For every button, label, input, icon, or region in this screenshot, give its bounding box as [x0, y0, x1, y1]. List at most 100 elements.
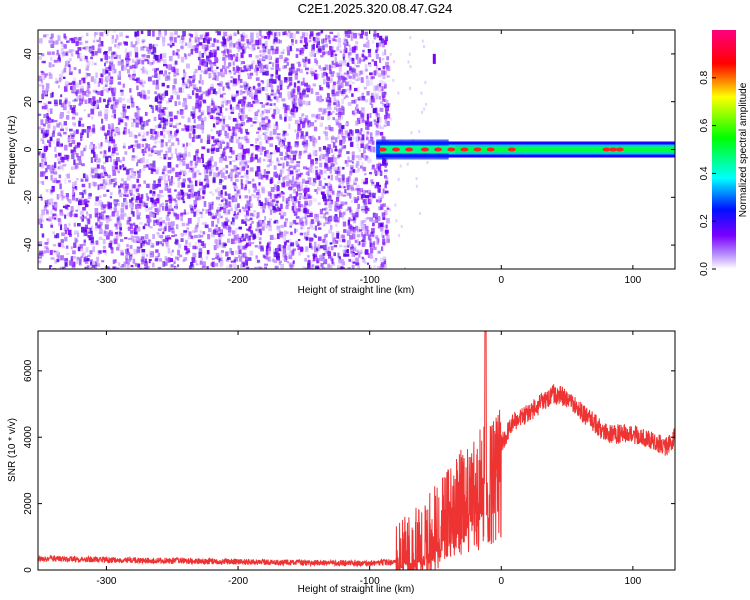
- noise-cell: [146, 254, 149, 257]
- noise-cell: [144, 202, 148, 207]
- noise-cell: [66, 59, 69, 64]
- noise-cell: [219, 169, 223, 173]
- noise-cell: [385, 238, 388, 243]
- noise-cell: [232, 182, 236, 186]
- noise-cell: [50, 198, 54, 203]
- snr-frame: [37, 330, 676, 571]
- noise-cell: [186, 223, 190, 226]
- noise-cell: [341, 105, 344, 111]
- noise-cell: [360, 251, 363, 254]
- noise-cell: [300, 184, 304, 191]
- noise-cell: [182, 77, 185, 83]
- noise-cell: [251, 193, 255, 197]
- noise-cell: [114, 203, 117, 207]
- noise-cell: [167, 157, 172, 160]
- noise-cell: [386, 234, 390, 239]
- noise-cell: [373, 92, 377, 97]
- noise-cell: [64, 81, 69, 87]
- noise-cell: [324, 248, 328, 253]
- noise-cell: [259, 122, 262, 128]
- noise-cell: [94, 208, 99, 214]
- noise-cell: [150, 137, 153, 140]
- noise-cell: [367, 157, 371, 164]
- noise-cell: [146, 183, 150, 189]
- noise-cell: [90, 56, 93, 60]
- noise-cell: [155, 105, 159, 111]
- noise-cell: [137, 30, 140, 37]
- noise-cell: [132, 44, 136, 48]
- noise-cell: [264, 216, 267, 221]
- noise-cell: [311, 49, 314, 52]
- noise-cell: [266, 164, 270, 168]
- noise-cell: [129, 65, 133, 70]
- noise-cell: [232, 159, 236, 162]
- noise-cell: [84, 256, 88, 261]
- noise-cell: [323, 212, 326, 219]
- noise-cell: [154, 55, 157, 59]
- noise-cell: [180, 112, 183, 118]
- noise-cell: [282, 106, 286, 110]
- noise-cell: [177, 156, 181, 161]
- noise-cell: [290, 146, 293, 150]
- noise-cell: [320, 55, 324, 58]
- noise-cell: [43, 102, 47, 105]
- noise-cell: [290, 88, 294, 92]
- noise-cell: [272, 114, 276, 119]
- noise-cell: [289, 193, 292, 199]
- noise-cell: [56, 233, 60, 239]
- noise-cell: [186, 193, 191, 199]
- noise-cell: [231, 82, 236, 87]
- noise-cell: [141, 143, 145, 148]
- noise-cell: [127, 226, 131, 231]
- noise-cell: [175, 203, 178, 210]
- noise-cell: [110, 76, 114, 79]
- noise-cell: [366, 156, 369, 159]
- noise-cell: [85, 63, 90, 68]
- noise-cell: [111, 38, 114, 44]
- noise-cell: [76, 142, 80, 148]
- noise-cell: [98, 232, 102, 235]
- noise-cell: [266, 102, 269, 106]
- noise-cell: [158, 104, 162, 109]
- noise-cell: [343, 49, 347, 54]
- noise-cell: [380, 126, 384, 130]
- noise-cell: [40, 224, 43, 229]
- noise-cell: [174, 189, 177, 192]
- noise-cell: [108, 243, 113, 248]
- noise-cell: [60, 94, 63, 98]
- noise-cell: [371, 92, 374, 96]
- noise-cell: [344, 160, 348, 164]
- noise-cell: [351, 110, 356, 115]
- noise-cell: [138, 197, 143, 203]
- noise-cell: [375, 235, 379, 239]
- noise-cell: [239, 195, 242, 199]
- noise-cell: [366, 116, 369, 122]
- noise-cell: [262, 57, 266, 60]
- noise-cell: [129, 199, 133, 203]
- noise-cell: [92, 100, 97, 106]
- noise-cell: [246, 120, 250, 123]
- noise-cell: [385, 159, 388, 164]
- noise-cell: [389, 117, 392, 121]
- noise-cell: [258, 219, 262, 226]
- noise-cell: [63, 131, 67, 135]
- noise-cell: [248, 87, 251, 92]
- noise-cell: [352, 81, 355, 85]
- noise-cell: [232, 66, 235, 72]
- noise-cell: [188, 177, 192, 182]
- noise-cell: [314, 58, 317, 63]
- noise-cell: [198, 115, 202, 118]
- noise-cell: [217, 134, 221, 137]
- noise-cell: [45, 34, 49, 37]
- noise-cell: [256, 32, 259, 39]
- noise-cell: [178, 171, 182, 175]
- noise-cell: [292, 210, 296, 213]
- noise-cell: [202, 231, 206, 235]
- noise-cell: [134, 31, 138, 37]
- noise-cell: [285, 231, 289, 234]
- noise-cell: [351, 265, 355, 268]
- noise-cell: [220, 234, 225, 237]
- noise-cell: [345, 47, 348, 54]
- noise-cell: [363, 199, 367, 205]
- noise-cell: [236, 212, 240, 215]
